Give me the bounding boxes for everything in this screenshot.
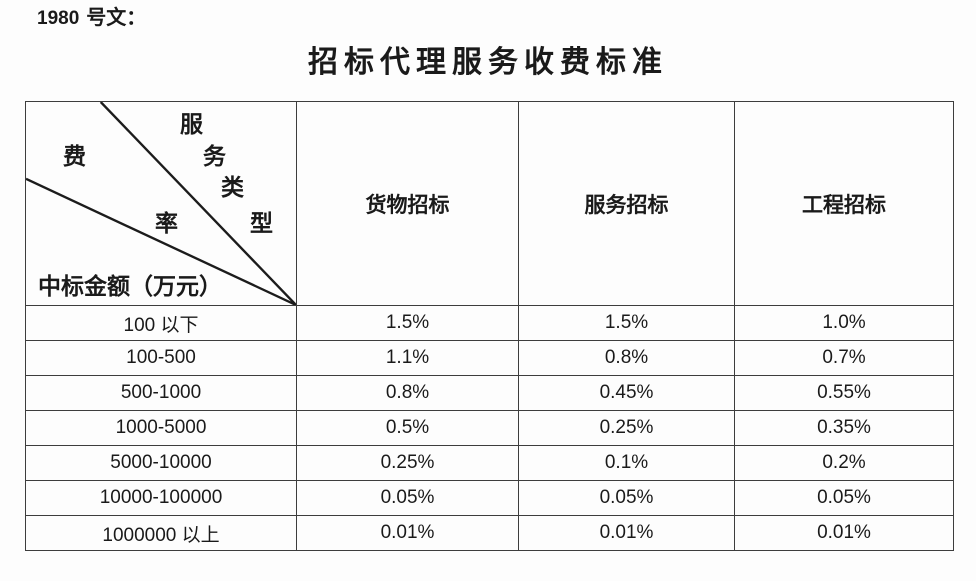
fee-value-cell: 0.5% bbox=[296, 410, 519, 446]
fee-value-cell: 0.25% bbox=[518, 410, 735, 446]
header-row: 费 率 服 务 类 型 中标金额（万元） 货物招标 服务招标 工程招标 bbox=[25, 101, 954, 306]
fee-value-cell: 0.25% bbox=[296, 445, 519, 481]
row-range-cell: 100 以下 bbox=[25, 305, 297, 341]
diagonal-split-lines bbox=[26, 102, 296, 305]
row-range-cell: 100-500 bbox=[25, 340, 297, 376]
doc-number-label: 1980 号文： bbox=[37, 6, 146, 31]
column-header-goods: 货物招标 bbox=[296, 101, 519, 306]
fee-value-cell: 1.1% bbox=[296, 340, 519, 376]
fee-value-cell: 0.05% bbox=[296, 480, 519, 516]
row-range-cell: 10000-100000 bbox=[25, 480, 297, 516]
page-title: 招标代理服务收费标准 bbox=[308, 46, 668, 79]
corner-char-service-1: 服 bbox=[180, 112, 203, 137]
fee-value-cell: 0.1% bbox=[518, 445, 735, 481]
fee-value-cell: 0.8% bbox=[296, 375, 519, 411]
row-range-cell: 500-1000 bbox=[25, 375, 297, 411]
fee-value-cell: 1.0% bbox=[734, 305, 954, 341]
doc-number-suffix: 号文： bbox=[86, 7, 147, 29]
fee-value-cell: 0.35% bbox=[734, 410, 954, 446]
row-range-cell: 1000-5000 bbox=[25, 410, 297, 446]
fee-rate-table: 费 率 服 务 类 型 中标金额（万元） 货物招标 服务招标 工程招标 100 … bbox=[25, 101, 954, 551]
fee-value-cell: 0.01% bbox=[296, 515, 519, 551]
table-row: 1000000 以上 0.01% 0.01% 0.01% bbox=[25, 515, 954, 551]
table-row: 100-500 1.1% 0.8% 0.7% bbox=[25, 340, 954, 376]
table-row: 100 以下 1.5% 1.5% 1.0% bbox=[25, 305, 954, 341]
column-header-engineering: 工程招标 bbox=[734, 101, 954, 306]
fee-value-cell: 0.8% bbox=[518, 340, 735, 376]
column-header-service: 服务招标 bbox=[518, 101, 735, 306]
fee-value-cell: 1.5% bbox=[296, 305, 519, 341]
amount-axis-label: 中标金额（万元） bbox=[38, 274, 222, 299]
corner-char-service-2: 务 bbox=[203, 144, 226, 169]
table-row: 10000-100000 0.05% 0.05% 0.05% bbox=[25, 480, 954, 516]
fee-value-cell: 0.05% bbox=[518, 480, 735, 516]
corner-char-fee: 费 bbox=[63, 144, 86, 169]
table-row: 500-1000 0.8% 0.45% 0.55% bbox=[25, 375, 954, 411]
fee-value-cell: 0.55% bbox=[734, 375, 954, 411]
fee-value-cell: 1.5% bbox=[518, 305, 735, 341]
corner-char-service-3: 类 bbox=[221, 175, 244, 200]
fee-value-cell: 0.05% bbox=[734, 480, 954, 516]
row-range-cell: 5000-10000 bbox=[25, 445, 297, 481]
corner-char-service-4: 型 bbox=[250, 211, 273, 236]
fee-value-cell: 0.01% bbox=[734, 515, 954, 551]
row-range-cell: 1000000 以上 bbox=[25, 515, 297, 551]
corner-char-rate: 率 bbox=[155, 211, 178, 236]
fee-value-cell: 0.45% bbox=[518, 375, 735, 411]
fee-value-cell: 0.2% bbox=[734, 445, 954, 481]
doc-number: 1980 bbox=[37, 8, 80, 29]
fee-value-cell: 0.01% bbox=[518, 515, 735, 551]
table-row: 1000-5000 0.5% 0.25% 0.35% bbox=[25, 410, 954, 446]
diagonal-header-cell: 费 率 服 务 类 型 中标金额（万元） bbox=[25, 101, 297, 306]
fee-value-cell: 0.7% bbox=[734, 340, 954, 376]
table-row: 5000-10000 0.25% 0.1% 0.2% bbox=[25, 445, 954, 481]
